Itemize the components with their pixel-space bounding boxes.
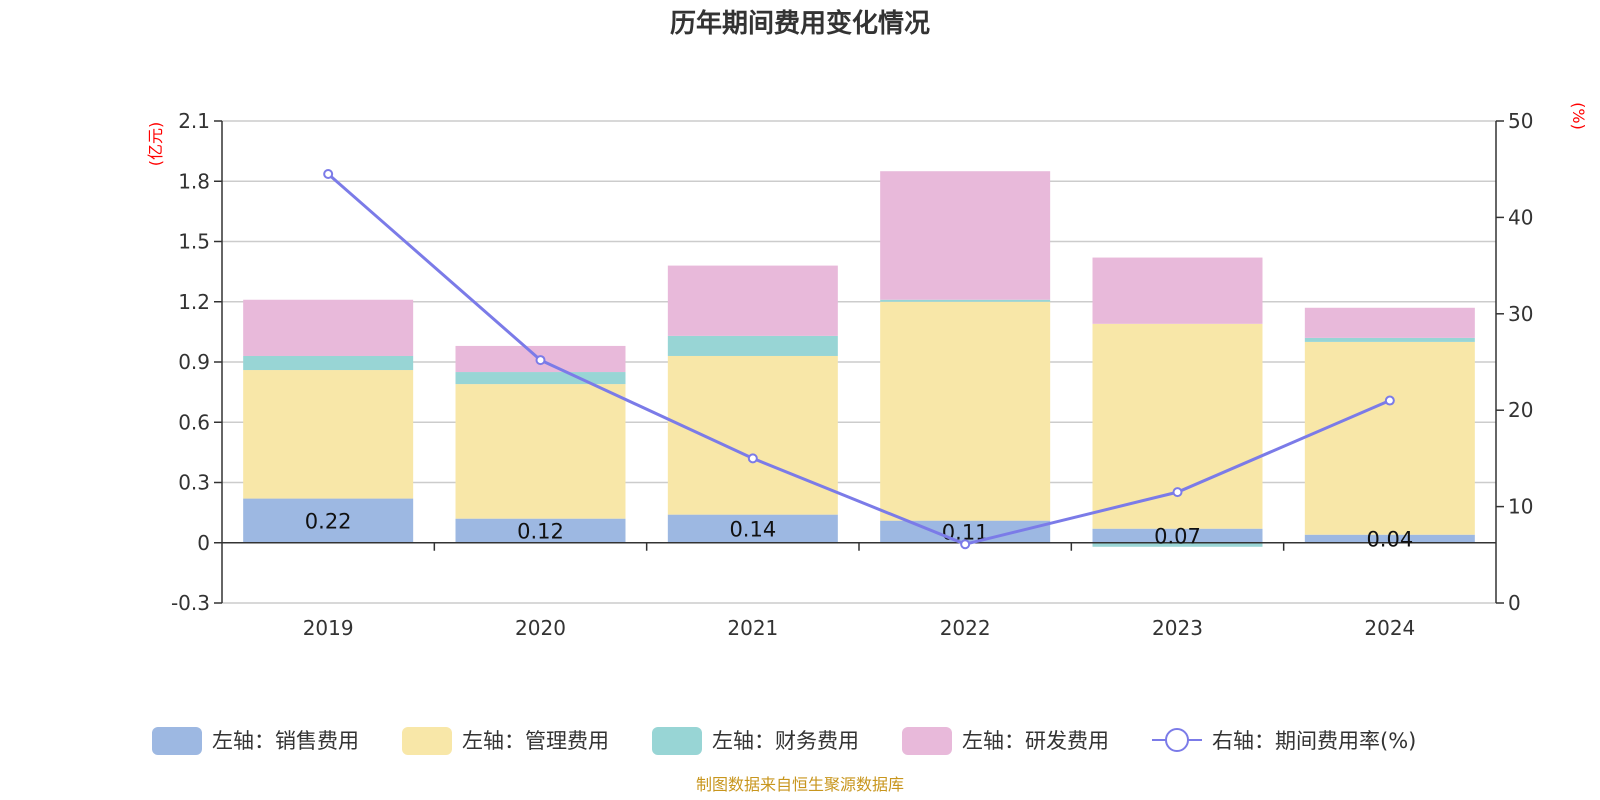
bar-segment	[1092, 542, 1263, 547]
legend-swatch	[402, 727, 452, 755]
chart-title: 历年期间费用变化情况	[670, 8, 930, 39]
left-tick-label: 1.8	[178, 169, 210, 193]
left-axis-unit: (亿元)	[146, 122, 165, 167]
right-tick-label: 10	[1508, 495, 1533, 519]
x-tick-label: 2021	[727, 616, 778, 640]
right-tick-label: 40	[1508, 205, 1533, 229]
data-label: 0.22	[305, 510, 352, 534]
bar-segment	[667, 265, 838, 336]
x-tick-label: 2020	[515, 616, 566, 640]
bar-segment	[1304, 337, 1475, 342]
x-tick-label: 2019	[303, 616, 354, 640]
bar-segment	[455, 518, 626, 543]
left-tick-label: -0.3	[171, 591, 210, 615]
left-tick-label: 1.2	[178, 290, 210, 314]
bar-segment	[1092, 257, 1263, 324]
rate-point	[323, 169, 334, 180]
legend: 左轴：销售费用 左轴：管理费用 左轴：财务费用 左轴：研发费用 右轴：期间费用率(%)	[152, 727, 1416, 755]
bar-segment	[243, 355, 414, 371]
rate-point	[960, 539, 971, 550]
bar-segment	[243, 498, 414, 543]
data-label: 0.14	[729, 518, 776, 542]
source-note: 制图数据来自恒生聚源数据库	[696, 775, 904, 794]
left-tick-label: 0	[197, 531, 210, 555]
legend-marker	[1165, 728, 1189, 752]
grid-lines	[222, 120, 1496, 604]
legend-swatch	[902, 727, 952, 755]
bar-segment	[1304, 534, 1475, 543]
rate-point	[1172, 487, 1183, 498]
bar-segment	[1092, 323, 1263, 529]
bar-segment	[667, 514, 838, 543]
x-tick-label: 2024	[1364, 616, 1415, 640]
legend-label: 左轴：管理费用	[462, 729, 609, 753]
bar-segment	[667, 355, 838, 515]
right-tick-label: 50	[1508, 109, 1533, 133]
rate-point	[535, 355, 546, 366]
legend-swatch	[152, 727, 202, 755]
bar-segment	[880, 171, 1051, 300]
legend-label: 左轴：研发费用	[962, 729, 1109, 753]
right-axis-unit: (%)	[1569, 102, 1588, 130]
right-tick-label: 0	[1508, 591, 1521, 615]
left-tick-label: 2.1	[178, 109, 210, 133]
bar-segment	[1304, 307, 1475, 338]
rate-line	[323, 169, 1395, 550]
right-tick-label: 30	[1508, 302, 1533, 326]
bar-segment	[1304, 341, 1475, 535]
rate-line-path	[327, 172, 1391, 546]
legend-label: 左轴：销售费用	[212, 729, 359, 753]
data-label: 0.07	[1154, 525, 1201, 549]
x-tick-label: 2022	[940, 616, 991, 640]
bar-segment	[243, 370, 414, 499]
bars	[243, 171, 1475, 547]
bar-segment	[455, 372, 626, 385]
bar-segment	[880, 301, 1051, 521]
axes: -0.3 0 0.3 0.6 0.9 1.2 1.5 1.8 2.1 0 10 20 30 40 50 201…	[171, 109, 1533, 640]
left-tick-label: 0.9	[178, 350, 210, 374]
legend-label: 左轴：财务费用	[712, 729, 859, 753]
legend-swatch	[652, 727, 702, 755]
right-tick-label: 20	[1508, 398, 1533, 422]
x-tick-label: 2023	[1152, 616, 1203, 640]
bar-segment	[243, 299, 414, 356]
bar-segment	[667, 335, 838, 356]
data-label: 0.12	[517, 520, 564, 544]
rate-point	[1384, 395, 1395, 406]
legend-label: 右轴：期间费用率(%)	[1212, 729, 1416, 753]
bar-segment	[1092, 528, 1263, 543]
bar-segment	[455, 384, 626, 519]
left-tick-label: 0.3	[178, 471, 210, 495]
bar-segment	[880, 299, 1051, 302]
rate-point	[747, 453, 758, 464]
left-tick-label: 0.6	[178, 410, 210, 434]
left-tick-label: 1.5	[178, 230, 210, 254]
data-label: 0.04	[1366, 528, 1413, 552]
